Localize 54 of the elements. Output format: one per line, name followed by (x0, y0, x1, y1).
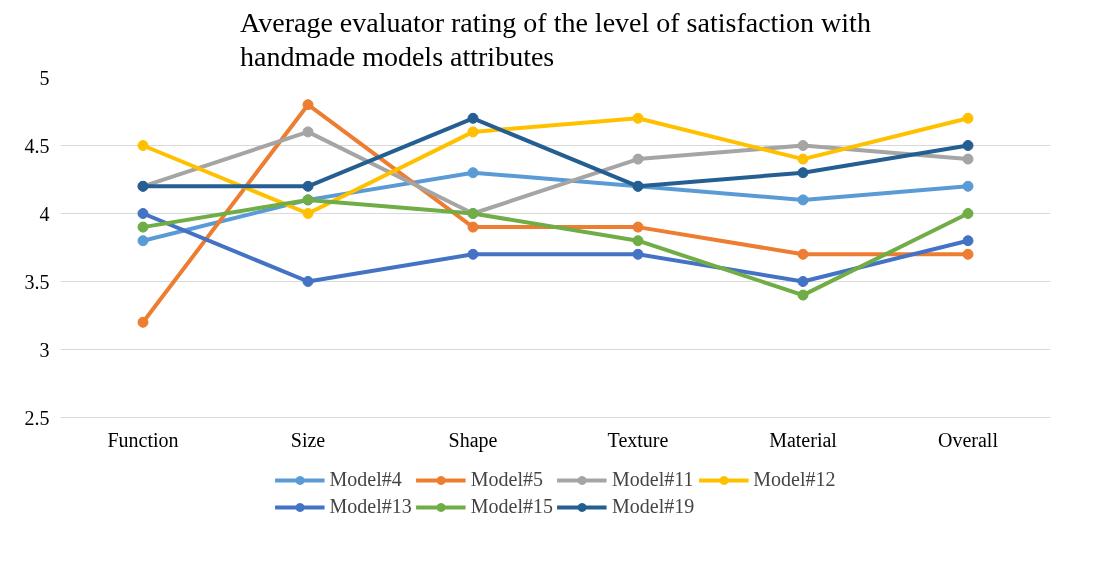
legend-label: Model#13 (329, 495, 412, 518)
point (302, 208, 314, 219)
x-tick-label: Overall (938, 428, 999, 451)
legend-label: Model#15 (470, 495, 553, 518)
point (962, 248, 974, 260)
point (467, 248, 479, 260)
legend-label: Model#4 (329, 468, 402, 491)
point (137, 235, 149, 247)
point (797, 276, 809, 287)
point (137, 140, 149, 151)
x-tick-label: Texture (607, 428, 669, 451)
y-tick-label: 2.5 (24, 406, 50, 429)
point (797, 140, 809, 151)
point (137, 316, 149, 328)
point (797, 248, 809, 260)
point (962, 112, 974, 124)
x-tick-label: Shape (448, 428, 498, 452)
point (962, 140, 974, 151)
point (302, 276, 314, 287)
y-tick-label: 3.5 (24, 270, 50, 293)
point (962, 208, 974, 219)
point (137, 208, 149, 219)
legend-label: Model#11 (612, 468, 694, 491)
chart-title: Average evaluator rating of the level of satisfaction with handmade models attributes (240, 7, 871, 73)
point (302, 126, 314, 138)
point (467, 112, 479, 124)
point (797, 153, 809, 165)
y-tick-label: 4.5 (24, 134, 50, 157)
point (467, 167, 479, 179)
x-tick-label: Size (290, 428, 326, 451)
point (632, 248, 644, 260)
x-tick-label: Function (107, 428, 179, 451)
point (797, 194, 809, 206)
point (632, 221, 644, 233)
x-tick-label: Material (769, 428, 838, 451)
point (137, 221, 149, 233)
point (467, 126, 479, 138)
point (962, 235, 974, 247)
point (632, 112, 644, 124)
point (962, 180, 974, 192)
point (797, 167, 809, 179)
legend-label: Model#19 (612, 495, 695, 518)
y-tick-label: 5 (39, 66, 50, 89)
y-tick-label: 3 (39, 338, 50, 361)
legend-label: Model#12 (753, 468, 836, 491)
point (302, 99, 314, 111)
point (302, 180, 314, 192)
point (797, 289, 809, 301)
y-tick-label: 4 (39, 202, 50, 225)
legend-label: Model#5 (470, 468, 543, 491)
point (632, 235, 644, 247)
point (962, 153, 974, 165)
point (467, 221, 479, 233)
point (632, 153, 644, 165)
